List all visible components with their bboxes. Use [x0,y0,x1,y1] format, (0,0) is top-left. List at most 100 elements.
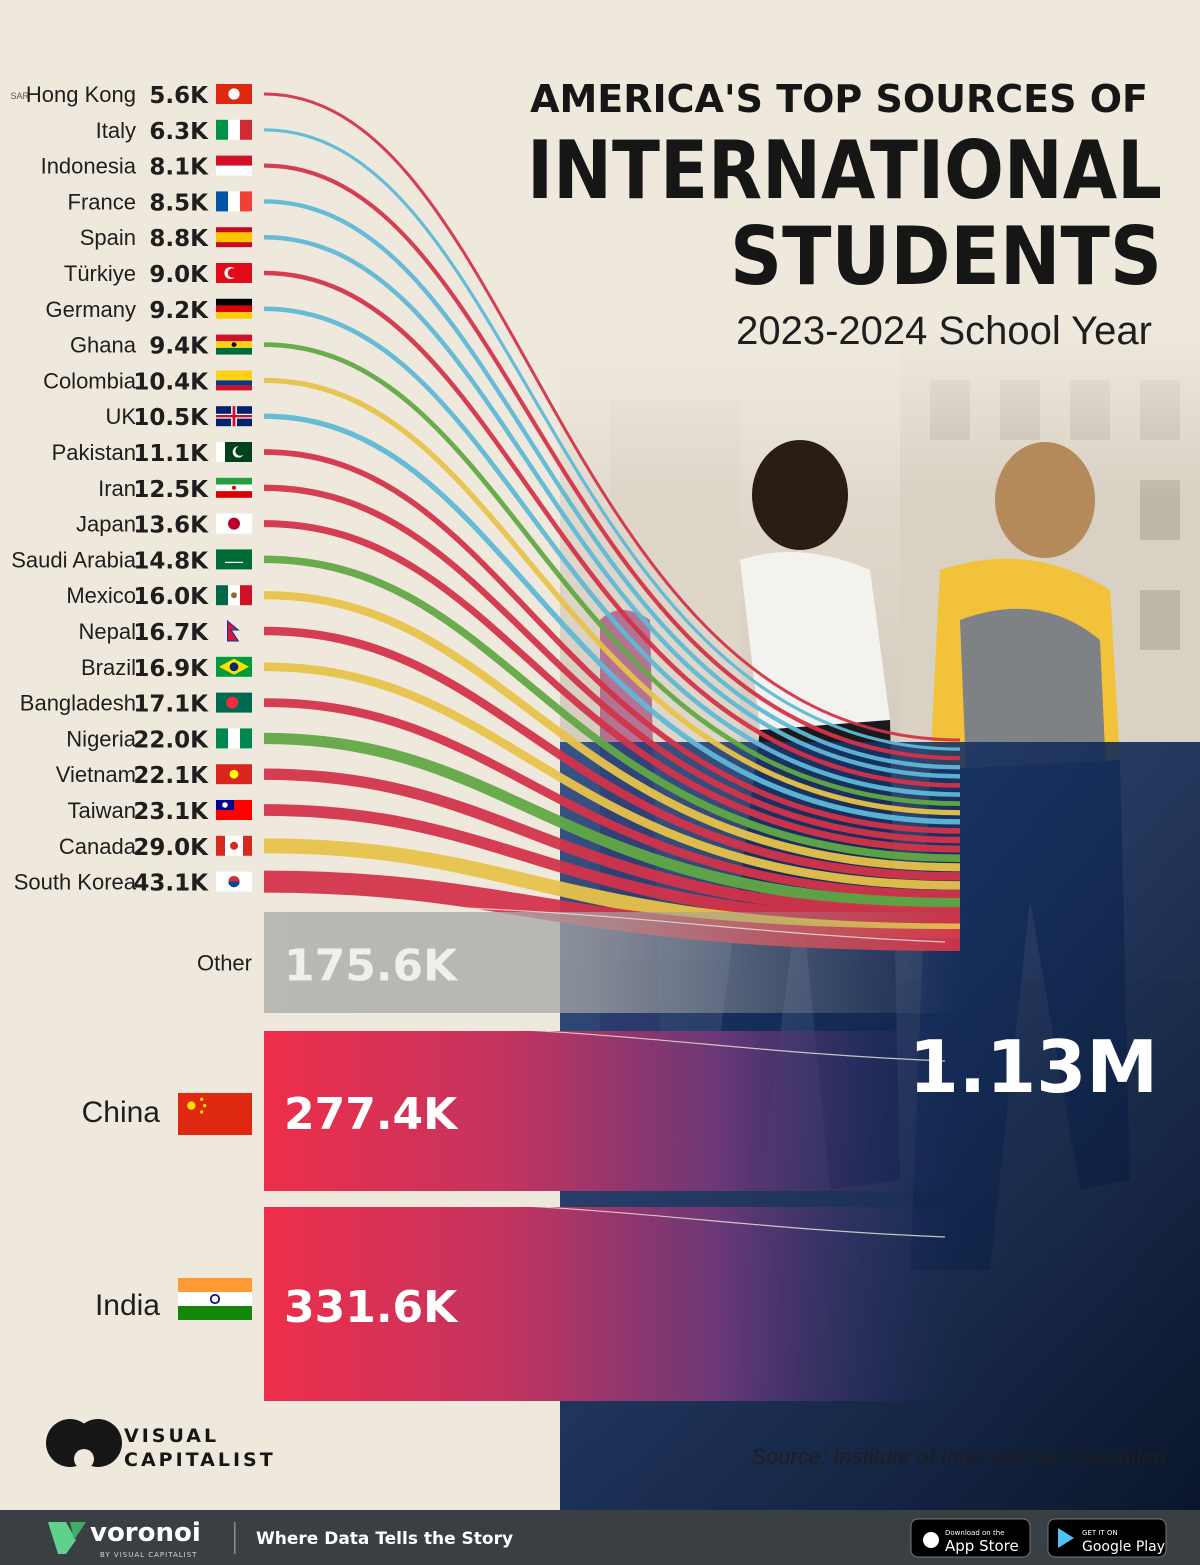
country-value: 9.4K [149,334,209,360]
country-name: Canada [59,834,137,859]
bar [264,1031,964,1191]
hong-kong-flag-icon [216,84,252,104]
turkiye-flag-icon [216,263,252,283]
pakistan-flag-icon [216,442,252,462]
country-connector [263,306,961,797]
country-name: Nepal [79,619,136,644]
country-name: Türkiye [64,261,136,286]
voronoi-sub: BY VISUAL CAPITALIST [100,1551,197,1559]
subtitle: 2023-2024 School Year [736,309,1152,353]
apple-icon [923,1532,939,1548]
country-name: Iran [98,476,136,501]
title-line2: INTERNATIONAL [527,124,1162,217]
country-name: Pakistan [52,440,136,465]
colombia-flag-icon [216,370,252,391]
brand-line2: CAPITALIST [124,1449,276,1471]
country-connector [263,270,961,788]
vietnam-flag-icon [216,764,252,785]
country-name: UK [105,404,136,429]
large-bars: 175.6K Other 277.4K China 331.6K India [82,903,964,1401]
country-connector [263,92,961,742]
country-name: Saudi Arabia [11,547,137,572]
country-value: 29.0K [133,835,209,861]
bar-connector [263,1022,946,1062]
country-value: 8.1K [149,155,209,181]
country-name: Japan [76,512,136,537]
brazil-flag-icon [216,656,252,677]
large-bar-other: 175.6K Other [197,903,964,1013]
japan-flag-icon [216,513,252,534]
tagline: Where Data Tells the Story [256,1529,513,1549]
country-prefix: SAR [10,91,29,101]
footer-bar: voronoi BY VISUAL CAPITALIST Where Data … [0,1510,1200,1565]
country-row: Germany 9.2K [46,297,252,324]
bangladesh-flag-icon [216,692,252,713]
country-value: 10.4K [133,369,209,395]
bar-name: Other [197,951,252,976]
country-connector [263,342,961,807]
country-connector [263,732,961,910]
country-value: 12.5K [133,477,209,503]
country-row: Italy 6.3K [96,118,252,145]
uk-flag-icon [216,406,252,427]
country-name: Vietnam [56,762,136,787]
country-connector [263,626,961,881]
country-value: 16.9K [133,656,209,682]
chart: 175.6K Other 277.4K China 331.6K India SARHon… [10,77,1200,1510]
spain-flag-icon [216,227,252,248]
bar-value: 175.6K [284,941,459,992]
france-flag-icon [216,191,252,212]
nigeria-flag-icon [216,728,252,749]
title-line3: STUDENTS [730,210,1162,303]
flow-connectors [263,92,961,951]
source-note: Source: Institute of International Educa… [751,1444,1166,1469]
mexico-flag-icon [216,585,252,606]
country-value: 22.0K [133,727,209,753]
country-name: South Korea [14,870,137,895]
country-name: Spain [80,225,136,250]
country-value: 9.0K [149,262,209,288]
country-row: France 8.5K [68,189,252,216]
saudi-arabia-flag-icon [216,549,252,570]
large-bar-india: 331.6K India [95,1198,964,1401]
country-value: 16.0K [133,584,209,610]
india-flag-icon [178,1278,252,1320]
country-value: 17.1K [133,692,209,718]
bar-connector [263,903,946,943]
appstore-big: App Store [945,1537,1019,1555]
ghana-flag-icon [216,334,252,355]
country-name: France [68,189,136,214]
app-store-button[interactable]: Download on the App Store [910,1518,1031,1558]
country-connector [263,591,961,872]
country-name: Ghana [70,333,137,358]
country-value: 10.5K [133,405,209,431]
bar-value: 331.6K [284,1282,459,1333]
country-value: 23.1K [133,799,209,825]
country-name: Colombia [43,368,137,393]
country-connector [263,768,961,919]
country-connector [263,163,961,761]
country-connector [263,520,961,853]
visual-capitalist-logo: VISUAL CAPITALIST [46,1419,276,1471]
country-value: 5.6K [149,83,209,109]
country-name: Hong Kong [26,82,136,107]
title-line1: AMERICA'S TOP SOURCES OF [530,77,1148,121]
south-korea-flag-icon [216,871,252,892]
google-play-button[interactable]: GET IT ON Google Play [1047,1518,1167,1558]
gplay-big: Google Play [1082,1539,1165,1555]
voronoi-logo-icon [48,1522,76,1554]
bar-connector [263,1198,946,1238]
country-name: Indonesia [41,154,137,179]
